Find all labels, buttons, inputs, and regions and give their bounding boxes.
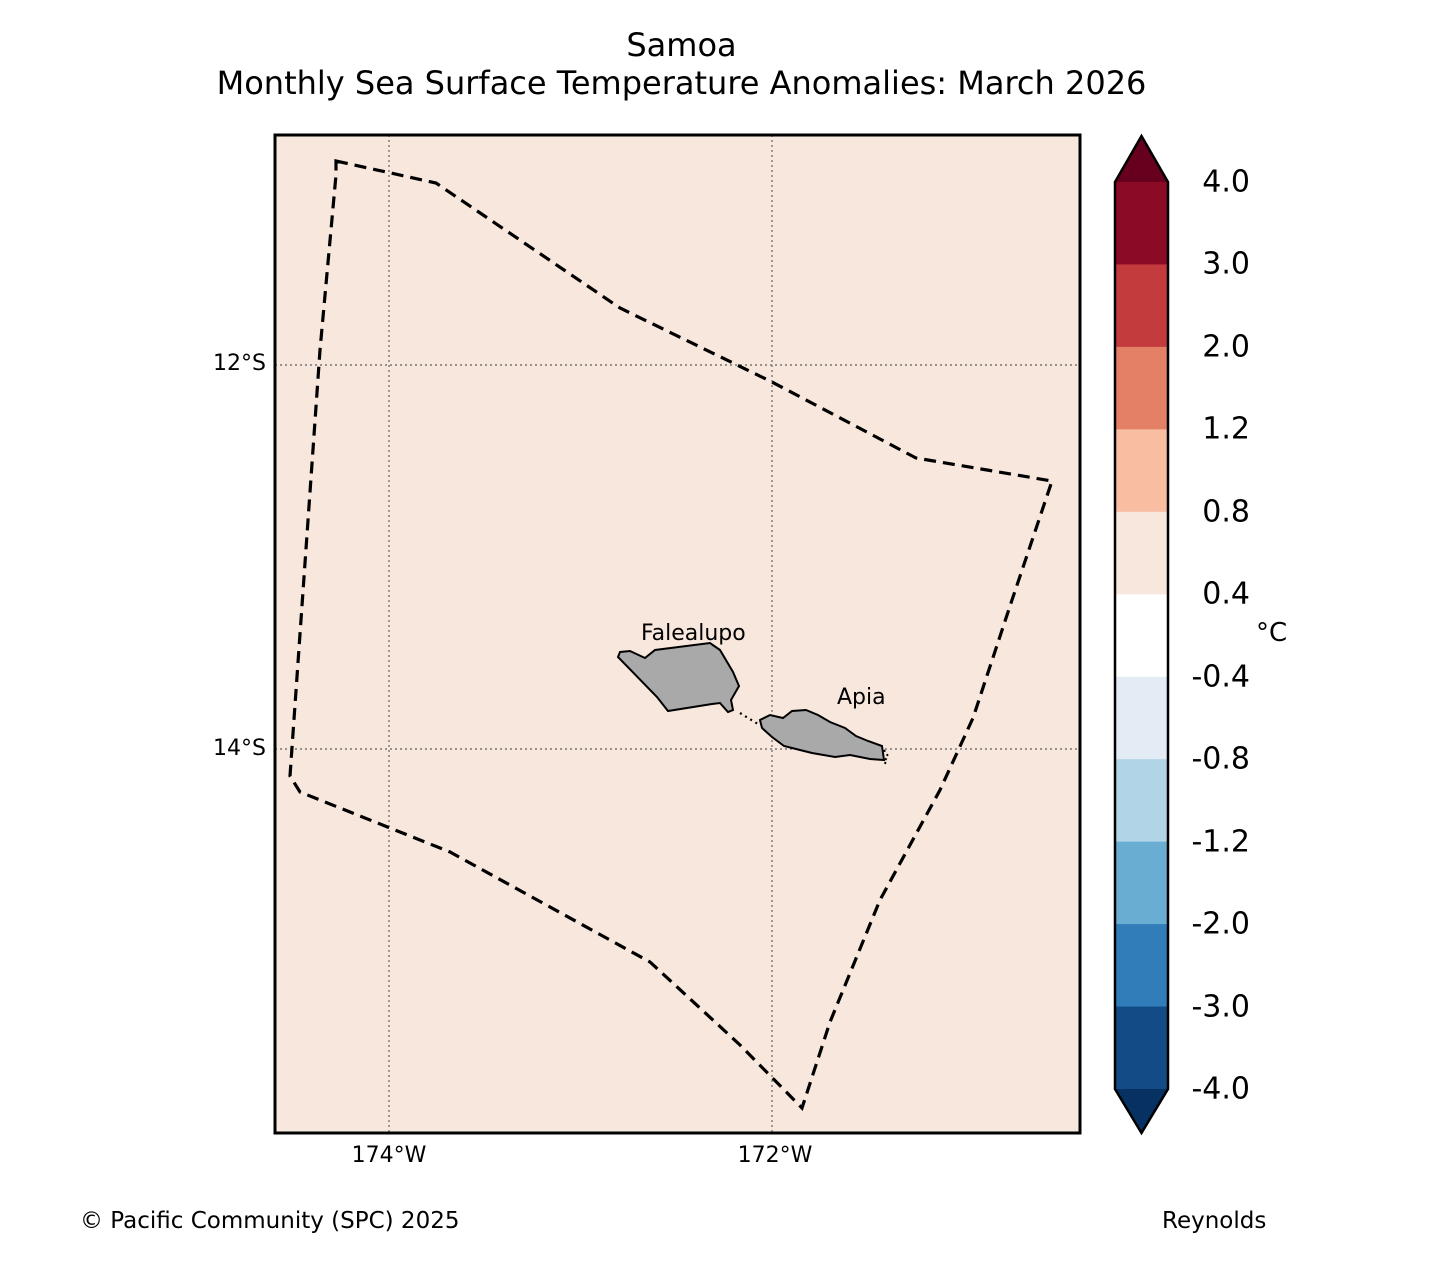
colorbar-segment — [1115, 924, 1168, 1008]
colorbar-tick-label: -4.0 — [1191, 1071, 1250, 1107]
lon-label-172w: 172°W — [737, 1143, 813, 1168]
map-ocean-background — [275, 135, 1080, 1133]
data-source: Reynolds — [1162, 1208, 1267, 1234]
place-label-apia: Apia — [837, 685, 886, 710]
colorbar — [1113, 133, 1170, 1136]
colorbar-unit: °C — [1256, 618, 1288, 648]
island-upolu — [758, 708, 886, 762]
lat-label-14s: 14°S — [213, 736, 266, 761]
colorbar-tick-label: 0.4 — [1202, 576, 1250, 612]
colorbar-tick-label: 1.2 — [1202, 411, 1250, 447]
colorbar-tick-label: 4.0 — [1202, 164, 1250, 200]
colorbar-segment — [1115, 676, 1168, 760]
map-title: Samoa — [626, 26, 737, 64]
colorbar-outline — [1113, 133, 1170, 1136]
island-savaii — [616, 641, 741, 714]
copyright-notice: © Pacific Community (SPC) 2025 — [80, 1208, 460, 1234]
colorbar-tick-label: 2.0 — [1202, 329, 1250, 365]
colorbar-tick-label: -2.0 — [1191, 906, 1250, 942]
colorbar-tick-label: -0.8 — [1191, 741, 1250, 777]
colorbar-tick-label: -0.4 — [1191, 659, 1250, 695]
colorbar-segment — [1115, 346, 1168, 430]
colorbar-segment — [1115, 264, 1168, 348]
colorbar-segment — [1115, 1006, 1168, 1090]
lon-label-174w: 174°W — [351, 1143, 427, 1168]
colorbar-tick-label: 3.0 — [1202, 246, 1250, 282]
colorbar-tick-label: 0.8 — [1202, 494, 1250, 530]
colorbar-segment — [1115, 594, 1168, 678]
eez-boundary — [288, 159, 1055, 1111]
colorbar-tick-label: -1.2 — [1191, 824, 1250, 860]
map-subtitle: Monthly Sea Surface Temperature Anomalie… — [216, 64, 1147, 102]
colorbar-segment — [1115, 182, 1168, 265]
map-frame — [273, 133, 1082, 1135]
colorbar-extend-high — [1115, 136, 1168, 182]
colorbar-extend-low — [1115, 1089, 1168, 1133]
colorbar-segment — [1115, 429, 1168, 513]
colorbar-segment — [1115, 511, 1168, 595]
graticule — [275, 135, 1080, 1133]
lat-label-12s: 12°S — [213, 351, 266, 376]
place-label-falealupo: Falealupo — [641, 621, 746, 646]
colorbar-segment — [1115, 841, 1168, 925]
colorbar-segment — [1115, 759, 1168, 843]
colorbar-tick-label: -3.0 — [1191, 989, 1250, 1025]
upolu-east-tip — [882, 749, 890, 766]
